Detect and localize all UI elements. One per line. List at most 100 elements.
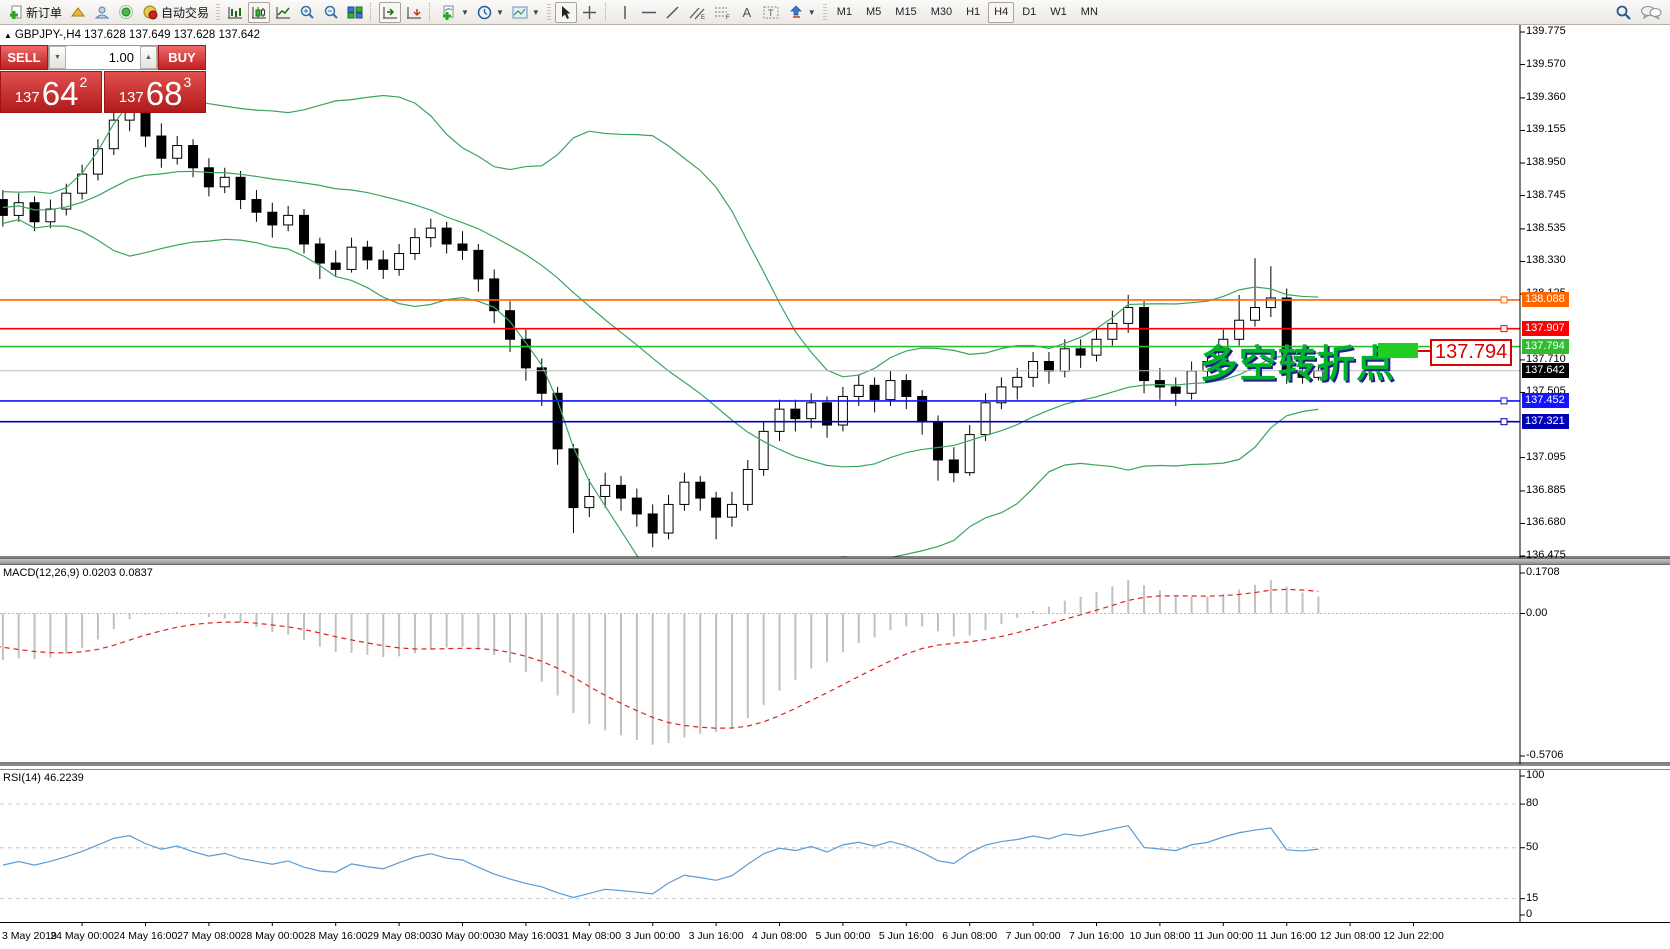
cursor-icon	[562, 5, 571, 19]
zoom-in-button[interactable]	[296, 2, 318, 23]
pane-resize-divider[interactable]	[0, 558, 1670, 565]
macd-tick-label: 0.00	[1526, 606, 1548, 619]
symbol-info-bar: ▲ GBPJPY-,H4 137.628 137.649 137.628 137.…	[4, 29, 260, 41]
candle-body	[933, 421, 943, 461]
volume-decrease-button[interactable]: ▼	[49, 46, 66, 69]
timeframe-mn-button[interactable]: MN	[1080, 6, 1098, 18]
candle-body	[901, 380, 912, 397]
timeframe-h1-button[interactable]: H1	[966, 6, 981, 18]
dropdown-arrow-icon: ▼	[807, 7, 816, 17]
crosshair-icon	[583, 5, 597, 19]
toolbar-grip	[822, 4, 827, 20]
candlestick-chart-icon	[252, 6, 267, 18]
candle-body	[679, 481, 690, 505]
horizontal-line-icon	[641, 11, 656, 13]
level-price-label[interactable]: 137.794	[1522, 338, 1569, 354]
candle-body	[520, 338, 531, 369]
fibonacci-button[interactable]: F	[711, 2, 734, 23]
periods-button[interactable]: ▼	[474, 2, 507, 23]
line-handle[interactable]	[1500, 397, 1508, 405]
timeframe-d1-button[interactable]: D1	[1022, 6, 1037, 18]
price-tag-label[interactable]: 137.794	[1430, 339, 1513, 366]
volume-value[interactable]: 1.00	[108, 50, 134, 65]
new-order-button[interactable]: 新订单	[5, 2, 65, 23]
templates-button[interactable]: ▼	[509, 2, 543, 23]
line-handle[interactable]	[1500, 325, 1508, 333]
timeframe-h4-button[interactable]: H4	[988, 1, 1015, 23]
time-axis-label: 5 Jun 16:00	[878, 930, 934, 942]
charts-button[interactable]	[67, 2, 89, 23]
candle-body	[283, 214, 294, 226]
sell-price-main: 64	[41, 75, 79, 112]
time-axis-label: 24 May 00:00	[50, 930, 114, 942]
timeframe-m30-button[interactable]: M30	[930, 6, 953, 18]
equidistant-channel-button[interactable]: E	[686, 2, 709, 23]
candlestick-chart-button[interactable]	[248, 1, 271, 23]
timeframe-m5-button[interactable]: M5	[866, 6, 882, 18]
price-tick-label: 138.535	[1526, 221, 1566, 234]
candle-body	[1234, 319, 1245, 340]
chart-annotation-text[interactable]: 多空转折点	[1200, 344, 1396, 386]
indicators-button[interactable]: ▼	[438, 2, 472, 23]
text-label-button[interactable]: T	[760, 2, 783, 23]
current-price-label[interactable]: 137.642	[1522, 362, 1569, 378]
data-window-button[interactable]	[115, 2, 137, 23]
time-axis-label: 11 Jun 16:00	[1256, 930, 1317, 942]
arrow-objects-icon	[789, 5, 802, 18]
bar-chart-button[interactable]	[224, 2, 246, 23]
price-tick-label: 139.360	[1526, 90, 1566, 103]
community-button[interactable]	[1637, 2, 1665, 23]
candle-body	[1075, 348, 1086, 356]
time-axis-label: 31 May 08:00	[557, 930, 622, 942]
tile-windows-button[interactable]	[344, 2, 366, 23]
buy-button[interactable]: BUY	[158, 45, 206, 70]
toolbar-separator	[604, 3, 610, 21]
text-button[interactable]: A	[736, 2, 758, 23]
timeframe-m1-button[interactable]: M1	[836, 6, 852, 18]
line-handle[interactable]	[1500, 296, 1508, 304]
time-axis-label: 28 May 16:00	[303, 930, 368, 942]
buy-price-button[interactable]: 137 68 3	[104, 71, 206, 113]
trendline-button[interactable]	[662, 2, 684, 23]
arrows-button[interactable]: ▼	[785, 2, 819, 23]
symbol-ohlc-text: GBPJPY-,H4 137.628 137.649 137.628 137.6…	[14, 29, 261, 41]
candle-body	[13, 202, 24, 216]
level-price-label[interactable]: 137.452	[1522, 392, 1569, 408]
price-tick-label: 138.330	[1526, 254, 1566, 267]
auto-trading-button[interactable]: 自动交易	[139, 2, 212, 23]
time-axis-label: 30 May 00:00	[430, 930, 495, 942]
candle-body	[108, 119, 119, 150]
candle-body	[885, 380, 896, 401]
line-chart-button[interactable]	[272, 2, 294, 23]
line-handle[interactable]	[1500, 418, 1508, 426]
zoom-out-button[interactable]	[320, 2, 342, 23]
candle-body	[172, 145, 183, 159]
crosshair-button[interactable]	[579, 2, 601, 23]
toolbar-grip	[546, 4, 551, 20]
timeframe-m15-button[interactable]: M15	[895, 6, 917, 18]
buy-price-main: 68	[145, 75, 183, 112]
level-price-label[interactable]: 138.088	[1522, 291, 1569, 307]
sell-price-button[interactable]: 137 64 2	[0, 71, 102, 113]
horizontal-line-button[interactable]	[638, 2, 660, 23]
pane-resize-divider[interactable]	[0, 764, 1670, 770]
level-price-label[interactable]: 137.907	[1522, 320, 1569, 336]
auto-scroll-icon	[407, 6, 422, 18]
profile-button[interactable]	[91, 2, 113, 23]
candle-body	[726, 503, 737, 518]
candle-body	[1139, 307, 1150, 382]
zoom-out-icon	[324, 5, 338, 19]
search-button[interactable]	[1612, 2, 1635, 23]
level-price-label[interactable]: 137.321	[1522, 413, 1569, 429]
timeframe-w1-button[interactable]: W1	[1050, 6, 1067, 18]
auto-scroll-button[interactable]	[403, 2, 425, 23]
sell-button[interactable]: SELL	[0, 45, 48, 70]
volume-increase-button[interactable]: ▲	[140, 46, 157, 69]
chart-shift-button[interactable]	[379, 1, 402, 23]
cursor-button[interactable]	[554, 1, 577, 23]
candle-body	[1012, 376, 1023, 388]
green-price-flag[interactable]	[1378, 343, 1418, 358]
vertical-line-button[interactable]	[614, 2, 636, 23]
